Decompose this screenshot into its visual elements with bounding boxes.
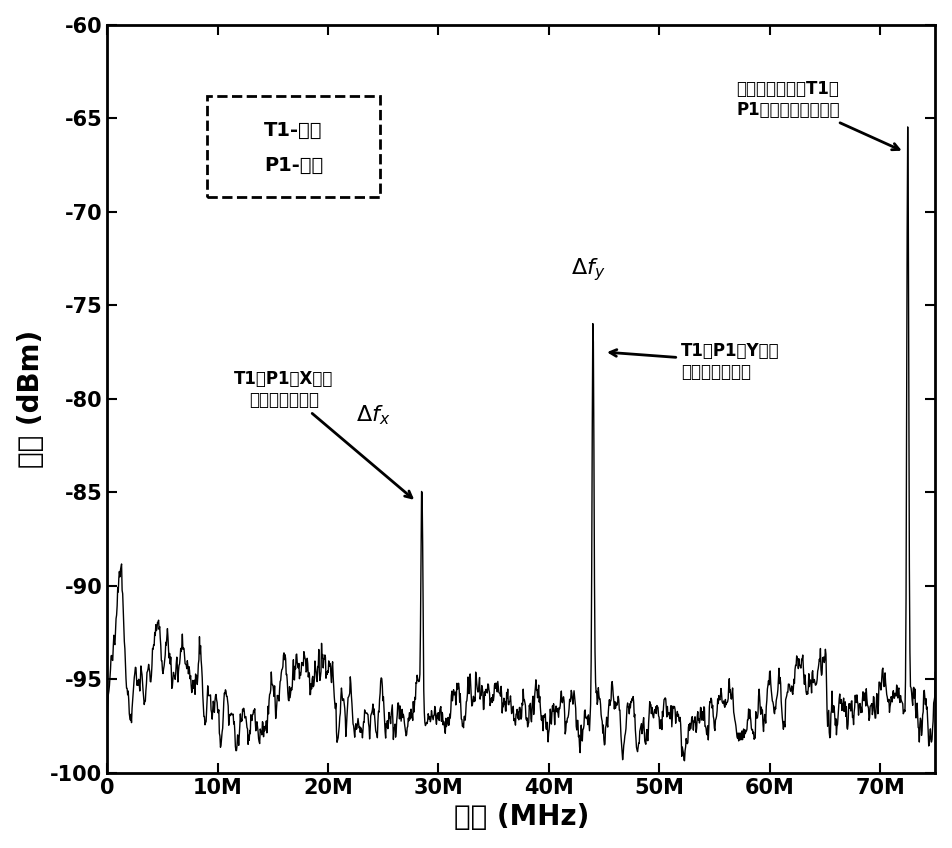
Y-axis label: 强度 (dBm): 强度 (dBm) xyxy=(17,330,45,468)
Text: T1-温度: T1-温度 xyxy=(265,121,323,140)
X-axis label: 频率 (MHz): 频率 (MHz) xyxy=(453,803,589,831)
Text: $\Delta f_x$: $\Delta f_x$ xyxy=(356,404,390,427)
FancyBboxPatch shape xyxy=(207,96,381,197)
Text: T1和P1对X模式
拍频倍号的影响: T1和P1对X模式 拍频倍号的影响 xyxy=(234,370,412,498)
Text: $\Delta f_y$: $\Delta f_y$ xyxy=(571,256,605,283)
Text: T1和P1对Y模式
拍频倍号的影响: T1和P1对Y模式 拍频倍号的影响 xyxy=(610,342,780,381)
Text: 现有测量方法，T1和
P1对整体拍频的影响: 现有测量方法，T1和 P1对整体拍频的影响 xyxy=(737,80,899,150)
Text: P1-应力: P1-应力 xyxy=(264,156,323,175)
